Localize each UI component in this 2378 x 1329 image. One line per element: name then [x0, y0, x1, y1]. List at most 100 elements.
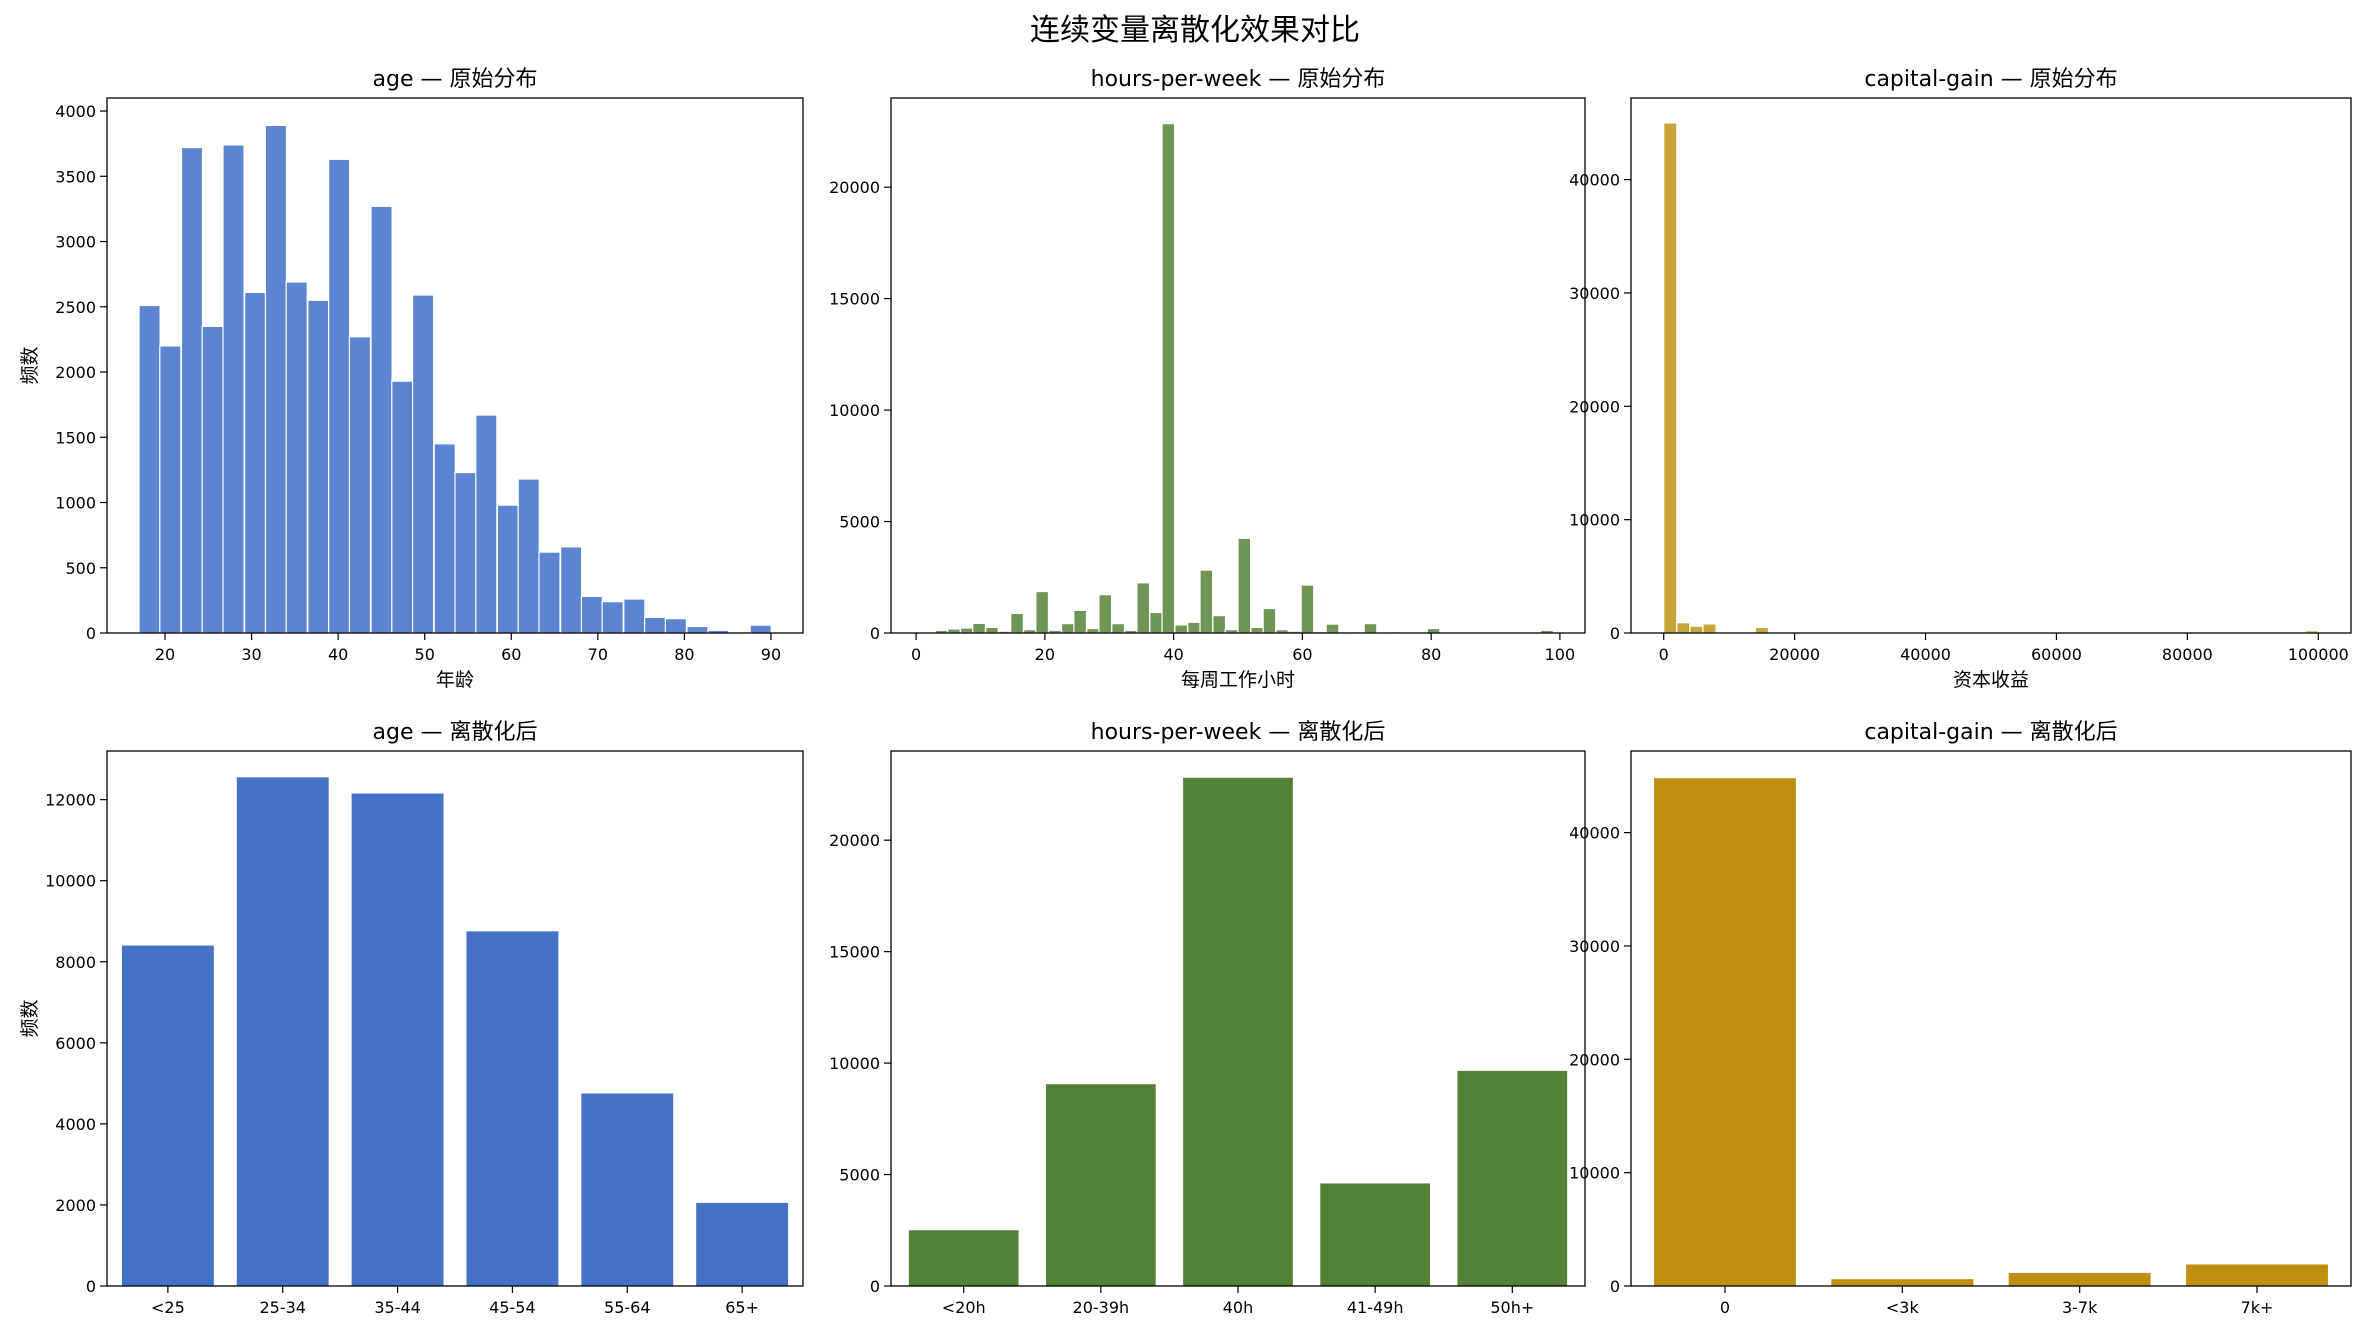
axes-frame [1630, 97, 2352, 634]
y-tick-label: 4000 [55, 1115, 96, 1134]
x-tick-label: 80 [1421, 645, 1441, 664]
y-tick-label: 0 [1610, 624, 1620, 643]
y-tick-label: 12000 [45, 791, 96, 810]
x-tick-label: 80 [674, 645, 694, 664]
x-tick-label: 60000 [2031, 645, 2082, 664]
bar-age-6 [696, 1202, 789, 1286]
histogram-bar [1300, 584, 1315, 634]
bar-hoursperweek-2 [1045, 1084, 1156, 1286]
histogram-bar [475, 414, 498, 634]
histogram-bar [1161, 123, 1176, 634]
histogram-bar [1086, 627, 1100, 634]
histogram-bar [180, 146, 204, 634]
bar-hoursperweek-5 [1457, 1070, 1568, 1286]
y-tick-label: 40000 [1569, 824, 1620, 843]
axes-frame [890, 97, 1586, 634]
x-tick-label: 40h [1223, 1298, 1254, 1317]
y-tick-label: 10000 [1569, 511, 1620, 530]
histogram-bar [749, 624, 772, 634]
y-tick-label: 10000 [1569, 1164, 1620, 1183]
bar-hoursperweek-1 [908, 1230, 1019, 1286]
y-tick-label: 10000 [829, 401, 880, 420]
y-tick-label: 0 [86, 624, 96, 643]
y-tick-label: 20000 [829, 178, 880, 197]
histogram-bar [1098, 594, 1113, 634]
histogram-bar [285, 281, 308, 634]
bar-age-4 [466, 931, 559, 1286]
histogram-bar [643, 616, 667, 634]
y-tick-label: 20000 [1569, 397, 1620, 416]
x-tick-label: 50 [415, 645, 435, 664]
chart-panel-3: capital-gain — 原始分布 0 20000 40000 60000 80000… [1569, 67, 2352, 691]
histogram-bar [222, 144, 245, 634]
y-tick-label: 10000 [829, 1054, 880, 1073]
bar-age-3 [351, 793, 444, 1286]
x-tick-label: 25-34 [259, 1298, 306, 1317]
y-tick-label: 8000 [55, 953, 96, 972]
axes-frame [106, 750, 804, 1287]
y-tick-label: 20000 [829, 831, 880, 850]
x-tick-label: 20 [155, 645, 175, 664]
histogram-bar [1149, 611, 1164, 634]
y-tick-label: 40000 [1569, 171, 1620, 190]
x-tick-label: <20h [942, 1298, 986, 1317]
histogram-bar [307, 299, 330, 634]
y-tick-label: 500 [65, 559, 96, 578]
y-tick-label: 5000 [839, 1166, 880, 1185]
bar-age-2 [236, 777, 329, 1286]
histogram-bar [411, 294, 435, 634]
x-tick-label: 0 [1659, 645, 1669, 664]
bar-capitalgain-4 [2186, 1264, 2328, 1286]
figure-title: 连续变量离散化效果对比 [1030, 13, 1360, 48]
y-tick-label: 0 [86, 1277, 96, 1296]
y-axis-label: 频数 [19, 999, 41, 1037]
histogram-bar [370, 205, 393, 634]
x-tick-label: 0 [911, 645, 921, 664]
x-tick-label: 70 [588, 645, 608, 664]
histogram-bar [972, 622, 986, 634]
histogram-bar [454, 471, 477, 634]
chart-panel-1: age — 原始分布 20 30 40 50 60 70 80 90 0 500 1000 1500 20… [19, 67, 804, 691]
x-tick-label: 20000 [1769, 645, 1820, 664]
histogram-bar [1174, 624, 1189, 634]
y-tick-label: 2500 [55, 298, 96, 317]
y-tick-label: 3000 [55, 233, 96, 252]
histogram-bar [159, 345, 182, 634]
histogram-bar [1010, 612, 1024, 634]
histogram-bar [1663, 122, 1678, 634]
histogram-bar [959, 627, 974, 634]
axes-frame [890, 750, 1586, 1287]
histogram-bar [391, 380, 414, 634]
chart-panel-6: capital-gain — 离散化后 0 <3k 3-7k 7k+ 0 10000 2000… [1569, 720, 2352, 1317]
y-tick-label: 30000 [1569, 284, 1620, 303]
x-tick-label: 100 [1545, 645, 1576, 664]
histogram-bar [985, 626, 999, 634]
histogram-bar [433, 443, 456, 634]
histogram-bar [1702, 623, 1717, 634]
x-tick-label: 60 [501, 645, 521, 664]
y-tick-label: 2000 [55, 363, 96, 382]
x-tick-label: 55-64 [604, 1298, 651, 1317]
histogram-bar [1212, 615, 1227, 634]
x-tick-label: 90 [761, 645, 781, 664]
chart-title: hours-per-week — 离散化后 [1091, 720, 1386, 745]
axes-frame [106, 97, 804, 634]
chart-panel-2: hours-per-week — 原始分布 0 20 40 60 80 100 0 5000 10… [829, 67, 1586, 691]
axes-frame [1630, 750, 2352, 1287]
histogram-bar [1676, 622, 1691, 634]
histogram-bar [580, 595, 604, 634]
x-tick-label: 41-49h [1347, 1298, 1404, 1317]
x-tick-label: 100000 [2288, 645, 2349, 664]
histogram-bar [1325, 623, 1340, 634]
histogram-bar [601, 601, 624, 634]
histogram-bar [138, 304, 161, 634]
histogram-bar [517, 478, 540, 634]
histogram-bar [1061, 623, 1075, 634]
histogram-bar [1073, 609, 1088, 634]
x-tick-label: 40000 [1900, 645, 1951, 664]
x-tick-label: 0 [1720, 1298, 1730, 1317]
x-tick-label: 20 [1035, 645, 1055, 664]
histogram-bar [1754, 626, 1770, 634]
histogram-bar [244, 291, 267, 634]
